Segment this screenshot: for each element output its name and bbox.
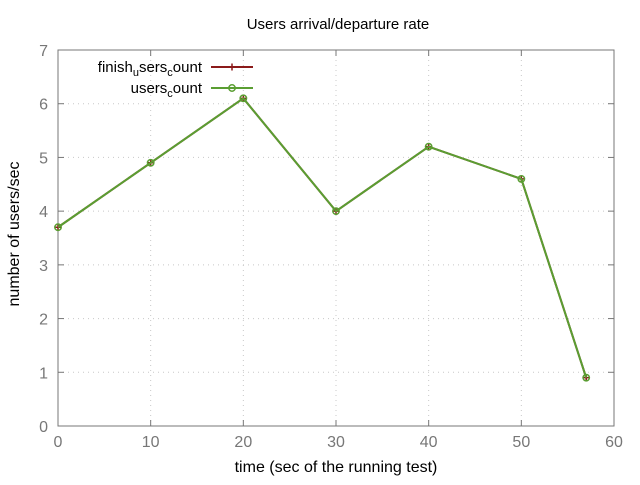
series bbox=[54, 94, 591, 382]
data-point bbox=[146, 158, 155, 167]
x-tick-label: 20 bbox=[234, 434, 252, 451]
y-axis-title: number of users/sec bbox=[6, 162, 23, 307]
legend-entry: finishuserscount bbox=[98, 59, 253, 79]
series-line bbox=[57, 97, 588, 378]
data-point bbox=[54, 223, 62, 232]
plot-frame bbox=[57, 49, 615, 427]
data-point bbox=[424, 142, 433, 151]
legend-marker bbox=[228, 63, 236, 71]
y-tick-label: 3 bbox=[39, 258, 48, 275]
data-point bbox=[582, 373, 591, 382]
legend-subscript: c bbox=[167, 67, 173, 79]
data-point bbox=[332, 207, 340, 216]
x-tick-label: 0 bbox=[54, 434, 63, 451]
y-tick-label: 7 bbox=[39, 43, 48, 60]
axis-ticks: 0 10 20 30 40 50 60 0 1 2 3 4 5 6 7 bbox=[39, 43, 623, 451]
y-tick-label: 6 bbox=[39, 97, 48, 114]
grid bbox=[58, 50, 614, 426]
legend-text-part: finish bbox=[98, 59, 133, 76]
x-tick-label: 40 bbox=[420, 434, 438, 451]
y-tick-label: 2 bbox=[39, 312, 48, 329]
data-point bbox=[517, 174, 526, 183]
x-tick-label: 50 bbox=[512, 434, 530, 451]
chart-title: Users arrival/departure rate bbox=[247, 16, 430, 33]
legend-text-part: ount bbox=[173, 59, 203, 76]
x-tick-label: 60 bbox=[605, 434, 623, 451]
legend-text-part: ount bbox=[173, 80, 203, 97]
x-tick-label: 10 bbox=[142, 434, 160, 451]
x-axis-title: time (sec of the running test) bbox=[235, 459, 438, 476]
y-tick-label: 1 bbox=[39, 365, 48, 382]
y-tick-label: 0 bbox=[39, 419, 48, 436]
legend-label: userscount bbox=[131, 80, 203, 100]
series-line bbox=[57, 97, 588, 378]
legend-text-part: sers bbox=[139, 59, 167, 76]
legend-text-part: users bbox=[131, 80, 168, 97]
legend-marker bbox=[228, 84, 236, 92]
series-1 bbox=[54, 94, 591, 382]
legend-label: finishuserscount bbox=[98, 59, 203, 79]
legend-subscript: u bbox=[133, 67, 139, 79]
legend-entry: userscount bbox=[131, 80, 253, 100]
x-tick-label: 30 bbox=[327, 434, 345, 451]
y-tick-label: 4 bbox=[39, 204, 48, 221]
y-tick-label: 5 bbox=[39, 150, 48, 167]
data-point bbox=[239, 94, 248, 103]
series-0 bbox=[54, 94, 590, 382]
legend-subscript: c bbox=[167, 88, 173, 100]
